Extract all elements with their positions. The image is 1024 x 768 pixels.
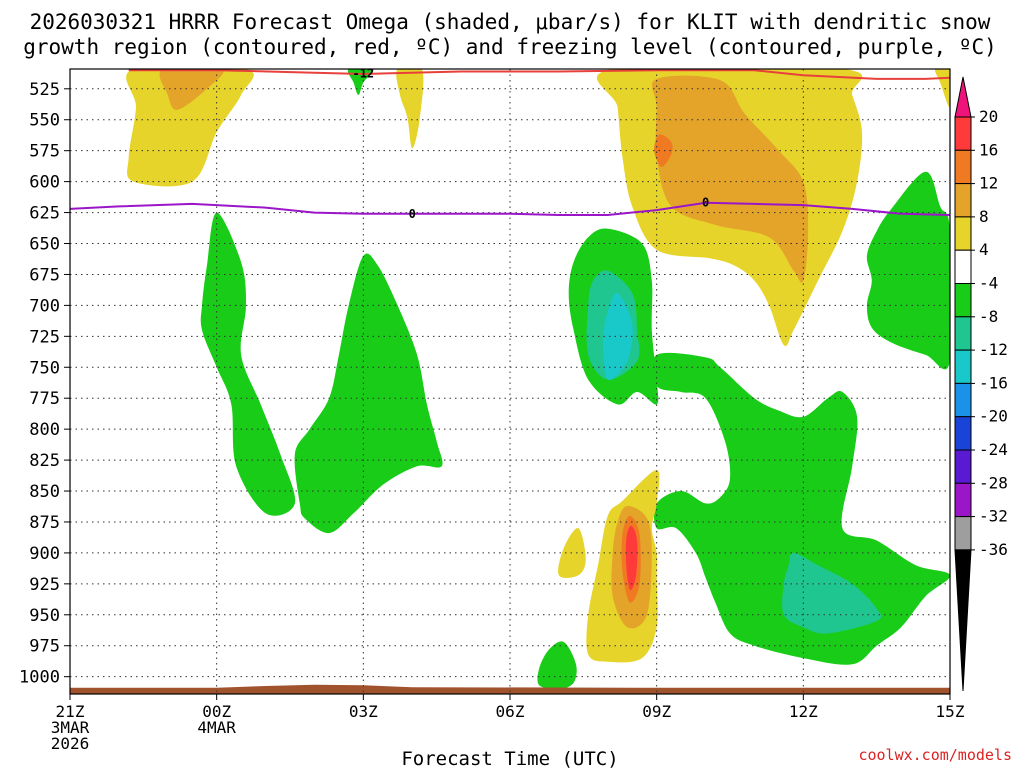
x-tick-label-h9-0: 06Z — [496, 702, 525, 721]
omega-neg4-top-center — [347, 69, 374, 95]
y-tick-label-900: 900 — [29, 544, 60, 564]
x-tick-label-h0-1: 3MAR — [51, 718, 90, 737]
y-tick-label-875: 875 — [29, 513, 60, 533]
colorbar-label-8: -16 — [979, 373, 1008, 392]
x-tick-label-h0-2: 2026 — [51, 734, 90, 753]
colorbar-box-12 — [954, 516, 972, 551]
chart-title-line-1: 2026030321 HRRR Forecast Omega (shaded, … — [30, 10, 991, 34]
x-tick-label-h6-0: 03Z — [349, 702, 378, 721]
pressure-axis: 525 550 575 600 625 650 675 700 725 750 775 800 825 8… — [19, 80, 70, 688]
y-tick-label-650: 650 — [29, 235, 60, 255]
site-credit: coolwx.com/models — [858, 746, 1012, 764]
x-tick-label-h15-0: 12Z — [789, 702, 818, 721]
colorbar-box-4 — [954, 249, 972, 284]
chart-title-line-2: growth region (contoured, red, ºC) and f… — [23, 35, 997, 59]
y-tick-label-725: 725 — [29, 327, 60, 347]
colorbar-box-7 — [954, 349, 972, 384]
y-tick-label-950: 950 — [29, 606, 60, 626]
omega-neg4-mid-left — [294, 253, 443, 534]
y-tick-label-975: 975 — [29, 637, 60, 657]
colorbar-box-11 — [954, 482, 972, 518]
colorbar-label-0: 20 — [979, 107, 998, 126]
omega-neg12-mid — [602, 292, 633, 381]
freezing-contour-label-0: 0 — [409, 207, 416, 221]
colorbar-label-13: -36 — [979, 540, 1008, 559]
y-tick-label-775: 775 — [29, 389, 60, 409]
y-tick-label-1000: 1000 — [19, 668, 60, 688]
colorbar-label-9: -20 — [979, 407, 1008, 426]
colorbar-box-0 — [954, 116, 972, 151]
omega-neg4-bottom-mid — [537, 641, 577, 690]
x-tick-label-h18-0: 15Z — [936, 702, 965, 721]
colorbar-label-10: -24 — [979, 440, 1008, 459]
colorbar-box-5 — [954, 283, 972, 318]
colorbar-box-9 — [954, 416, 972, 451]
freezing-level-contour-0 — [70, 201, 950, 216]
y-tick-label-925: 925 — [29, 575, 60, 595]
y-tick-label-550: 550 — [29, 111, 60, 131]
x-tick-label-h3-0: 00Z — [202, 702, 231, 721]
colorbar-label-6: -8 — [979, 307, 998, 326]
y-tick-label-800: 800 — [29, 420, 60, 440]
colorbar-box-1 — [954, 149, 972, 185]
colorbar-box-3 — [954, 216, 972, 251]
y-tick-label-525: 525 — [29, 80, 60, 100]
colorbar-bottom-arrow — [954, 549, 972, 692]
colorbar-box-2 — [954, 183, 972, 218]
y-tick-label-850: 850 — [29, 482, 60, 502]
colorbar-label-5: -4 — [979, 274, 998, 293]
y-tick-label-600: 600 — [29, 173, 60, 193]
contour-lines: -12 0 0 — [70, 67, 950, 221]
omega-pos12-top-right — [654, 134, 673, 167]
omega-neg4-right — [652, 352, 950, 665]
x-tick-label-h0-0: 21Z — [56, 702, 85, 721]
y-tick-label-825: 825 — [29, 451, 60, 471]
omega-neg8-right — [782, 552, 882, 634]
x-axis-label: Forecast Time (UTC) — [401, 748, 618, 768]
colorbar-label-7: -12 — [979, 340, 1008, 359]
colorbar-label-4: 4 — [979, 240, 989, 259]
y-tick-label-675: 675 — [29, 265, 60, 285]
y-tick-label-750: 750 — [29, 358, 60, 378]
omega-pos16-bottom — [625, 525, 638, 591]
colorbar-box-10 — [954, 449, 972, 484]
y-tick-label-700: 700 — [29, 296, 60, 316]
plot-grid — [69, 69, 951, 694]
omega-neg4-far-right — [866, 171, 950, 370]
omega-shading — [70, 69, 950, 694]
omega-neg4-left — [200, 212, 296, 516]
omega-pos8-top-left — [159, 69, 224, 110]
colorbar-legend: 20 16 12 8 4 -4 -8 -12 -16 -20 -24 -28 -32 -36 — [954, 76, 1008, 692]
x-tick-label-h3-1: 4MAR — [197, 718, 236, 737]
x-tick-label-h12-0: 09Z — [642, 702, 671, 721]
y-tick-label-575: 575 — [29, 142, 60, 162]
surface-terrain — [70, 684, 950, 694]
colorbar-box-6 — [954, 316, 972, 351]
omega-pos4-top-left — [126, 69, 254, 187]
freezing-contour-label-1: 0 — [702, 196, 709, 210]
colorbar-label-3: 8 — [979, 207, 989, 226]
omega-pos4-top-right-corner — [934, 69, 950, 108]
colorbar-top-arrow — [954, 76, 972, 118]
omega-pos4-top-center — [396, 69, 424, 149]
colorbar-label-12: -32 — [979, 507, 1008, 526]
dendritic-growth-contour-minus-12 — [128, 69, 950, 80]
colorbar-label-1: 16 — [979, 140, 998, 159]
omega-pos8-top-right — [651, 75, 809, 283]
colorbar-label-11: -28 — [979, 473, 1008, 492]
colorbar-label-2: 12 — [979, 174, 998, 193]
colorbar-box-8 — [954, 382, 972, 418]
y-tick-label-625: 625 — [29, 204, 60, 224]
dgz-contour-label: -12 — [352, 67, 374, 81]
